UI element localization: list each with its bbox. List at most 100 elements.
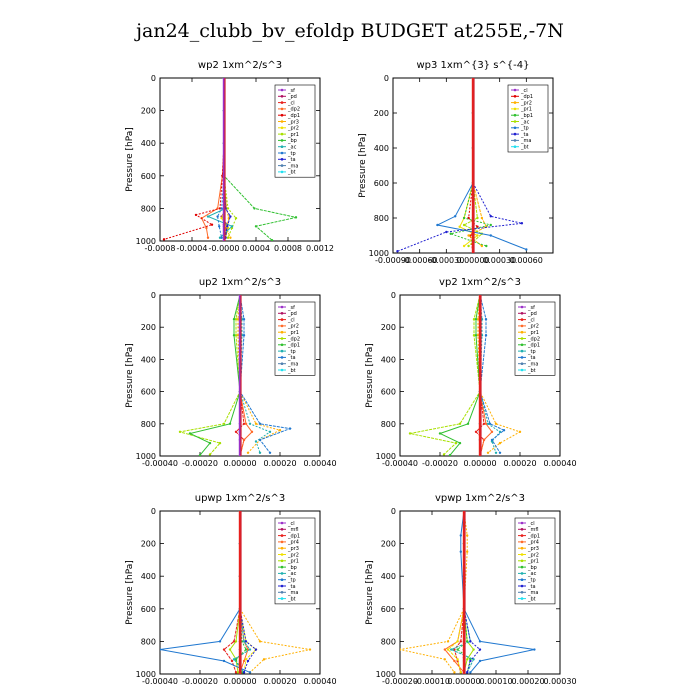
legend-label: _pr1 <box>287 132 299 138</box>
x-tick-label: 0.00040 <box>303 677 336 686</box>
legend-marker <box>280 597 284 600</box>
x-tick-label: -0.0004 <box>177 244 208 253</box>
data-point <box>250 430 254 434</box>
y-tick-label: 400 <box>141 139 156 148</box>
series-group <box>400 511 536 674</box>
y-tick-label: 1000 <box>376 452 396 461</box>
y-tick-label: 200 <box>141 540 156 549</box>
data-point <box>408 432 412 435</box>
y-tick-label: 0 <box>384 74 389 83</box>
legend-marker <box>520 534 524 537</box>
legend-label: _cl <box>287 100 295 106</box>
data-point <box>234 640 238 643</box>
data-point <box>400 648 402 651</box>
legend-label: _tp <box>287 151 296 157</box>
data-point <box>248 422 252 425</box>
data-point <box>462 216 466 220</box>
y-tick-label: 200 <box>141 107 156 116</box>
data-point <box>244 640 248 643</box>
x-tick-label: -0.0008 <box>145 244 176 253</box>
series-group <box>408 295 522 456</box>
y-tick-label: 400 <box>381 572 396 581</box>
data-point <box>484 317 488 321</box>
data-point <box>218 441 222 445</box>
data-point <box>232 317 236 321</box>
legend-marker <box>280 572 284 575</box>
data-point <box>248 648 252 651</box>
data-point <box>476 334 480 337</box>
data-point <box>502 429 506 432</box>
legend-marker <box>280 324 284 328</box>
legend-label: _pr2 <box>520 100 532 106</box>
data-point <box>469 659 472 663</box>
legend-label: _bt <box>287 368 296 374</box>
data-point <box>456 640 459 643</box>
data-point <box>242 438 246 442</box>
data-point <box>246 659 250 663</box>
legend-marker <box>520 528 524 531</box>
legend-label: _bt <box>520 145 529 151</box>
x-tick-label: 0.00060 <box>510 256 543 265</box>
data-point <box>450 648 453 651</box>
series-line-bp1 <box>448 78 491 247</box>
data-point <box>220 216 223 220</box>
data-point <box>246 451 250 454</box>
y-tick-label: 800 <box>141 204 156 213</box>
legend-label: _pr3 <box>287 119 299 125</box>
legend: _sf_pd_cl_dp2_dp1_pr3_pr2_pr1_bp_ac_tp_t… <box>274 84 316 178</box>
y-tick-label: 600 <box>141 388 156 397</box>
y-axis-label: Pressure [hPa] <box>365 343 375 408</box>
data-point <box>525 248 528 251</box>
legend-label: _dp1 <box>287 343 300 349</box>
data-point <box>466 671 469 674</box>
series-line-ta <box>239 511 257 673</box>
data-point <box>228 422 232 425</box>
data-point <box>234 430 238 434</box>
x-tick-label: -0.00020 <box>182 677 218 686</box>
data-point <box>230 225 234 228</box>
series-line-tp <box>479 295 501 453</box>
y-tick-label: 600 <box>141 605 156 614</box>
y-tick-label: 0 <box>151 507 156 516</box>
x-tick-label: 0.00020 <box>503 459 536 468</box>
data-point <box>254 225 258 228</box>
legend-marker <box>280 559 284 563</box>
panel-title: wp2 1xm^2/s^3 <box>198 60 282 71</box>
legend-label: _pr3 <box>287 546 299 552</box>
data-point <box>244 422 248 425</box>
data-point <box>489 223 492 227</box>
data-point <box>490 438 494 442</box>
legend-label: _dp1 <box>287 113 300 119</box>
series-line-pr1 <box>229 511 241 673</box>
data-point <box>476 317 480 321</box>
legend-label: _pd <box>287 94 297 100</box>
data-point <box>478 648 482 651</box>
data-point <box>456 658 459 661</box>
legend-marker <box>280 164 284 167</box>
legend-marker <box>280 312 284 315</box>
legend-label: _cl <box>527 317 535 323</box>
legend-marker <box>513 120 517 123</box>
data-point <box>449 232 452 235</box>
data-point <box>498 451 502 454</box>
legend-marker <box>280 145 284 148</box>
data-point <box>208 453 212 456</box>
legend-marker <box>520 305 524 309</box>
series-line-dp1 <box>438 295 481 456</box>
legend-marker <box>520 324 524 328</box>
legend-marker <box>280 528 284 531</box>
legend-label: _ta <box>287 157 296 163</box>
legend-label: _sf <box>527 305 535 311</box>
legend-label: _ma <box>287 590 298 596</box>
legend-label: _sf <box>287 305 295 311</box>
legend-marker <box>520 553 524 556</box>
data-point <box>232 658 236 661</box>
y-tick-label: 1000 <box>136 237 156 246</box>
data-point <box>216 215 219 218</box>
data-point <box>248 671 252 674</box>
y-tick-label: 0 <box>391 507 396 516</box>
data-point <box>229 215 232 218</box>
panel-title: upwp 1xm^2/s^3 <box>195 493 285 504</box>
data-point <box>448 453 452 456</box>
legend-marker <box>520 597 524 600</box>
